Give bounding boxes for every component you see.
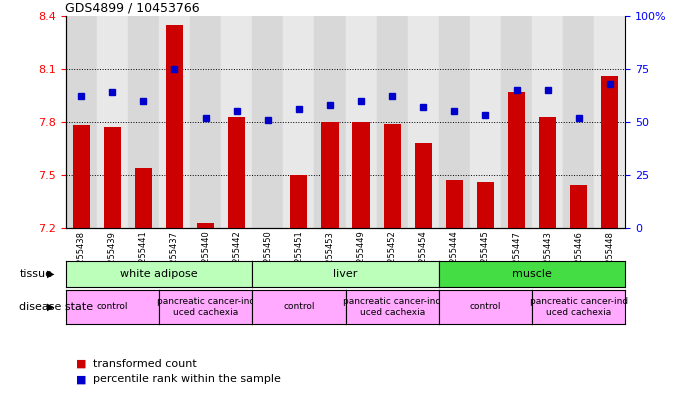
Text: ■: ■: [76, 374, 86, 384]
Bar: [290, 175, 307, 228]
Bar: [415, 143, 432, 228]
Text: pancreatic cancer-ind
uced cachexia: pancreatic cancer-ind uced cachexia: [529, 297, 628, 317]
Bar: [321, 122, 339, 228]
Bar: [197, 222, 214, 228]
Text: ▶: ▶: [47, 269, 54, 279]
Text: liver: liver: [333, 269, 358, 279]
Bar: [477, 182, 494, 228]
Text: tissue: tissue: [19, 269, 53, 279]
Text: disease state: disease state: [19, 302, 93, 312]
Bar: [104, 127, 121, 228]
Bar: [439, 16, 470, 228]
Text: muscle: muscle: [512, 269, 552, 279]
Bar: [135, 168, 152, 228]
Bar: [508, 92, 525, 228]
Bar: [446, 180, 463, 228]
Text: control: control: [283, 303, 314, 311]
Bar: [346, 16, 377, 228]
Bar: [377, 16, 408, 228]
Bar: [221, 16, 252, 228]
Bar: [73, 125, 90, 228]
Text: pancreatic cancer-ind
uced cachexia: pancreatic cancer-ind uced cachexia: [343, 297, 442, 317]
Bar: [408, 16, 439, 228]
Text: GDS4899 / 10453766: GDS4899 / 10453766: [65, 2, 200, 15]
Bar: [228, 117, 245, 228]
Bar: [252, 16, 283, 228]
Bar: [283, 16, 314, 228]
Bar: [601, 76, 618, 228]
Bar: [97, 16, 128, 228]
Bar: [563, 16, 594, 228]
Bar: [532, 16, 563, 228]
Text: transformed count: transformed count: [93, 358, 197, 369]
Bar: [66, 16, 97, 228]
Bar: [314, 16, 346, 228]
Bar: [128, 16, 159, 228]
Bar: [594, 16, 625, 228]
Text: control: control: [470, 303, 501, 311]
Bar: [166, 25, 183, 228]
Bar: [470, 16, 501, 228]
Text: ▶: ▶: [47, 302, 54, 312]
Bar: [570, 185, 587, 228]
Text: white adipose: white adipose: [120, 269, 198, 279]
Bar: [384, 124, 401, 228]
Text: pancreatic cancer-ind
uced cachexia: pancreatic cancer-ind uced cachexia: [156, 297, 255, 317]
Text: ■: ■: [76, 358, 86, 369]
Text: percentile rank within the sample: percentile rank within the sample: [93, 374, 281, 384]
Bar: [539, 117, 556, 228]
Bar: [352, 122, 370, 228]
Bar: [501, 16, 532, 228]
Bar: [190, 16, 221, 228]
Bar: [159, 16, 190, 228]
Text: control: control: [97, 303, 128, 311]
